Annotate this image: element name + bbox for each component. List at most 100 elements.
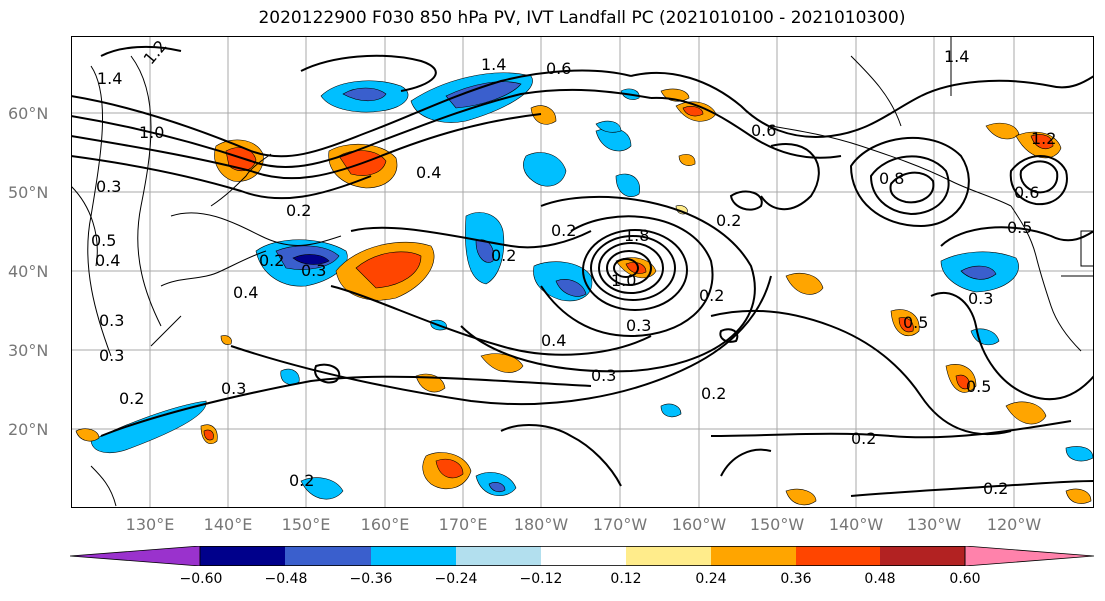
pos-region [682, 106, 704, 117]
lat-label-20n: 20°N [8, 420, 49, 439]
lat-label-50n: 50°N [8, 183, 49, 202]
lon-label-140w: 140°W [828, 515, 884, 534]
contour-line [920, 75, 1094, 97]
coastline [1080, 230, 1094, 267]
contour-label: 0.3 [99, 311, 124, 330]
contour-label: 0.2 [716, 211, 741, 230]
lon-label-170e: 170°E [438, 515, 488, 534]
colorbar-tick: 0.60 [949, 571, 981, 587]
neg-region [300, 477, 344, 500]
contour-label: 0.2 [286, 201, 311, 220]
contour-line [314, 363, 341, 384]
contour-label: 0.2 [983, 479, 1008, 498]
neg-region [342, 87, 387, 102]
pos-region [480, 353, 524, 373]
lon-label-130e: 130°E [125, 515, 175, 534]
pos-region [1030, 134, 1054, 149]
contour-label: 0.8 [879, 169, 904, 188]
contour-label: 0.2 [259, 251, 284, 270]
pos-region [985, 122, 1020, 140]
colorbar-extend-high [964, 546, 1095, 566]
contour-line [606, 250, 652, 286]
pos-region [225, 147, 257, 172]
contour-line [170, 212, 342, 246]
contour-line [500, 424, 622, 487]
lon-label-180w: 180°W [513, 515, 569, 534]
contour-label: 0.5 [1007, 218, 1032, 237]
colorbar-segment [285, 546, 371, 566]
contour-label: 0.2 [699, 286, 724, 305]
pos-region [955, 374, 970, 390]
contour-line [1009, 155, 1068, 206]
colorbar-segment [200, 546, 285, 566]
contour-line [940, 226, 1094, 247]
contour-label: 0.3 [626, 316, 651, 335]
pos-region [355, 251, 422, 289]
pos-region [203, 429, 214, 441]
neg-region [445, 81, 522, 109]
contour-line [350, 226, 592, 249]
coastline [1010, 205, 1082, 352]
pos-region [220, 335, 232, 345]
contour-label: 1.4 [944, 47, 969, 66]
lon-label-120w: 120°W [986, 515, 1042, 534]
contour-line [710, 420, 1072, 439]
contour-line [100, 375, 592, 437]
contour-label: 0.3 [99, 346, 124, 365]
coastline [160, 250, 267, 287]
coastline [210, 153, 272, 207]
pos-region [530, 105, 557, 125]
colorbar-segment [626, 546, 711, 566]
contour-line [71, 155, 372, 200]
contour-label: 0.2 [491, 246, 516, 265]
neg-region [660, 403, 682, 418]
contour-label: 0.6 [546, 59, 571, 78]
lon-label-140e: 140°E [203, 515, 253, 534]
colorbar-segment [371, 546, 456, 566]
neg-region [488, 482, 506, 493]
contour-label: 0.4 [95, 251, 120, 270]
colorbar-tick: −0.24 [434, 571, 478, 587]
lon-label-170w: 170°W [592, 515, 648, 534]
neg-region [280, 368, 300, 385]
contour-label: 0.3 [96, 177, 121, 196]
pos-region [785, 488, 817, 506]
contour-line [729, 190, 763, 211]
contour-label: 0.3 [591, 366, 616, 385]
contour-line [1019, 160, 1059, 194]
contour-line [650, 96, 842, 159]
pos-region [678, 154, 696, 166]
contour-line [719, 328, 739, 343]
map-panel: 1.2 1.4 1.4 1.4 1.0 0.4 0.2 0.3 0.5 0.2 … [71, 36, 1094, 508]
colorbar-tick: −0.36 [349, 571, 393, 587]
lon-label-160w: 160°W [671, 515, 727, 534]
contour-label: 1.0 [139, 123, 164, 142]
map-title: 2020122900 F030 850 hPa PV, IVT Landfall… [258, 8, 906, 28]
contour-line [630, 71, 922, 138]
contour-line [598, 242, 664, 294]
contour-layer [71, 45, 1094, 497]
contour-line [582, 229, 688, 311]
pos-region [435, 458, 464, 479]
contour-line [71, 113, 542, 180]
colorbar-tick: 0.12 [610, 571, 642, 587]
colorbar-segment [711, 546, 796, 566]
contour-label: 0.6 [751, 121, 776, 140]
pos-region [1065, 488, 1092, 504]
contour-line [889, 171, 935, 204]
pos-region [898, 317, 914, 333]
colorbar-tick: 0.48 [864, 571, 896, 587]
contour-label: 0.2 [701, 384, 726, 403]
contour-label: 0.5 [903, 313, 928, 332]
contour-line [71, 88, 652, 169]
contour-label: 0.4 [416, 163, 441, 182]
neg-region [960, 265, 997, 280]
contour-label: 0.3 [968, 289, 993, 308]
neg-region [555, 279, 587, 297]
neg-region [595, 120, 622, 133]
neg-region [615, 173, 640, 197]
contour-line [330, 285, 652, 356]
colorbar-extend-low [70, 546, 201, 566]
contour-label: 0.5 [91, 231, 116, 250]
contour-label: 0.3 [221, 379, 246, 398]
